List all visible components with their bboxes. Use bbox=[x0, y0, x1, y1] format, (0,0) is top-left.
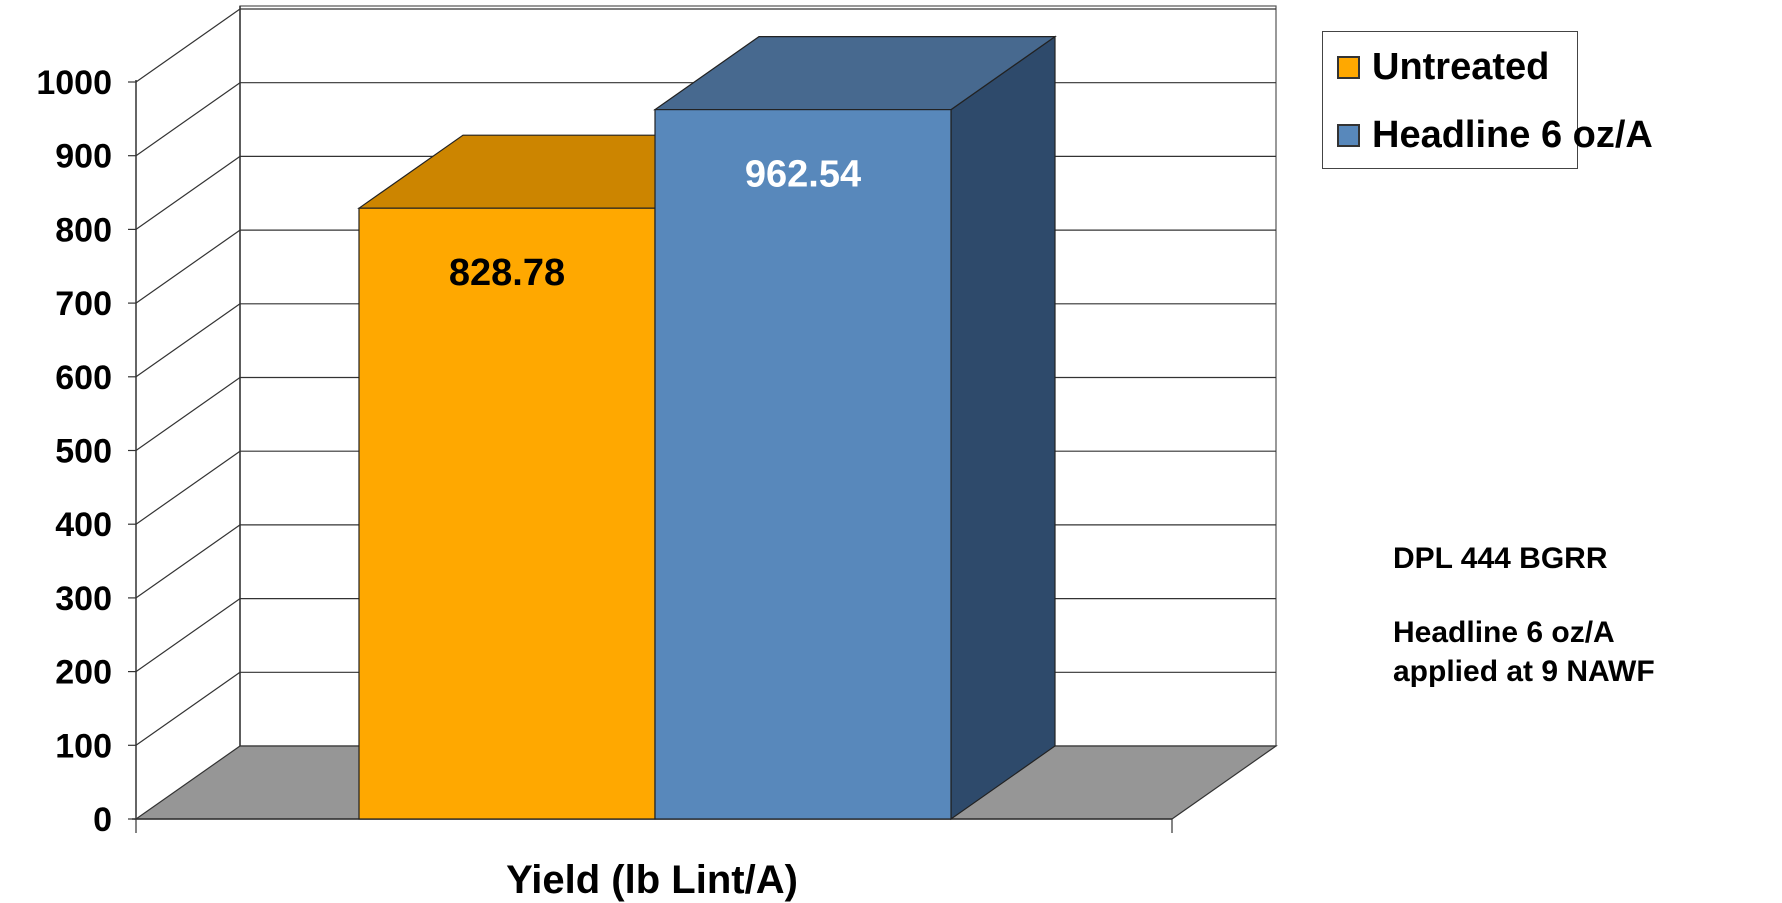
treatment-line-2: applied at 9 NAWF bbox=[1393, 655, 1655, 688]
gridline-left-700 bbox=[135, 229, 241, 304]
legend-swatch-headline bbox=[1337, 124, 1360, 147]
gridline-left-1000 bbox=[135, 8, 241, 83]
y-tick-label: 1000 bbox=[36, 64, 112, 102]
bar-1: 962.54 bbox=[653, 35, 1057, 821]
gridline-left-100 bbox=[135, 671, 241, 746]
legend-label-headline: Headline 6 oz/A bbox=[1372, 114, 1653, 156]
treatment-line-1: Headline 6 oz/A bbox=[1393, 616, 1615, 649]
x-axis-label: Yield (lb Lint/A) bbox=[506, 858, 798, 902]
legend-swatch-untreated bbox=[1337, 56, 1360, 79]
variety-text: DPL 444 BGRR bbox=[1393, 542, 1608, 575]
variety-note: DPL 444 BGRR bbox=[1393, 539, 1608, 578]
bar-0: 828.78 bbox=[357, 134, 761, 820]
legend-label-untreated: Untreated bbox=[1372, 46, 1550, 88]
gridline-left-500 bbox=[135, 377, 241, 451]
data-label-1: 962.54 bbox=[745, 154, 861, 196]
gridline-left-900 bbox=[135, 82, 241, 157]
gridline-left-600 bbox=[135, 303, 241, 378]
bar-front-1 bbox=[654, 109, 952, 820]
y-tick-labels: 0 100 200 300 400 500 600 700 800 900 1000 bbox=[36, 64, 112, 839]
bar-side-1 bbox=[950, 35, 1056, 821]
gridline-left-300 bbox=[135, 524, 241, 599]
y-tick-label: 0 bbox=[93, 801, 112, 839]
y-tick-label: 700 bbox=[55, 285, 112, 323]
y-tick-label: 900 bbox=[55, 138, 112, 176]
bars: 828.78 962.54 bbox=[357, 35, 1057, 821]
bar-front-0 bbox=[358, 207, 656, 820]
treatment-note: Headline 6 oz/A applied at 9 NAWF bbox=[1393, 613, 1655, 691]
gridline-left-800 bbox=[135, 155, 241, 230]
y-tick-label: 500 bbox=[55, 433, 112, 471]
y-tick-label: 600 bbox=[55, 359, 112, 397]
y-tick-label: 300 bbox=[55, 580, 112, 618]
gridline-left-200 bbox=[135, 598, 241, 673]
legend: Untreated Headline 6 oz/A bbox=[1322, 31, 1653, 169]
y-tick-label: 200 bbox=[55, 654, 112, 692]
y-tick-label: 400 bbox=[55, 506, 112, 544]
y-tick-label: 800 bbox=[55, 211, 112, 249]
data-label-0: 828.78 bbox=[449, 252, 565, 294]
y-tick-label: 100 bbox=[55, 727, 112, 765]
gridline-left-400 bbox=[135, 450, 241, 525]
legend-item-headline: Headline 6 oz/A bbox=[1337, 114, 1653, 157]
legend-item-untreated: Untreated bbox=[1337, 46, 1549, 89]
